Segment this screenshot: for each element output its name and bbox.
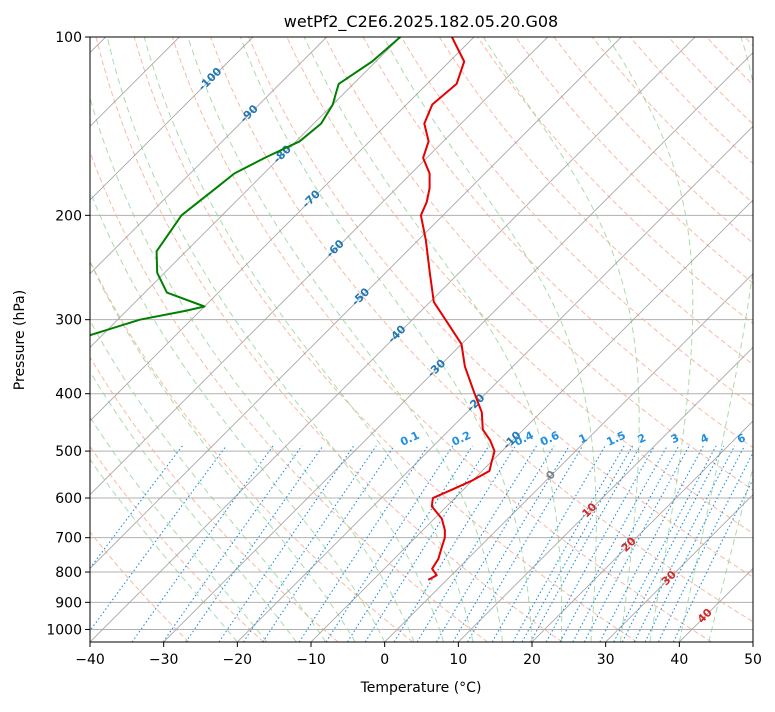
y-axis-label: Pressure (hPa) <box>12 290 28 390</box>
y-tick-label: 200 <box>55 208 82 224</box>
x-tick-label: 20 <box>523 652 541 668</box>
y-tick-label: 800 <box>55 565 82 581</box>
y-tick-label: 500 <box>55 444 82 460</box>
y-tick-label: 600 <box>55 491 82 507</box>
x-tick-label: 0 <box>380 652 389 668</box>
y-tick-label: 700 <box>55 531 82 547</box>
x-tick-label: −10 <box>296 652 326 668</box>
y-tick-label: 400 <box>55 387 82 403</box>
x-tick-label: 40 <box>670 652 688 668</box>
x-tick-label: −40 <box>75 652 105 668</box>
x-tick-label: 50 <box>744 652 762 668</box>
y-tick-label: 900 <box>55 595 82 611</box>
x-tick-label: 30 <box>597 652 615 668</box>
chart-title: wetPf2_C2E6.2025.182.05.20.G08 <box>284 12 558 32</box>
x-axis-label: Temperature (°C) <box>360 680 482 696</box>
y-tick-label: 300 <box>55 313 82 329</box>
x-tick-label: −20 <box>223 652 253 668</box>
x-tick-label: −30 <box>149 652 179 668</box>
y-tick-label: 1000 <box>46 622 82 638</box>
y-tick-label: 100 <box>55 30 82 46</box>
x-tick-label: 10 <box>449 652 467 668</box>
